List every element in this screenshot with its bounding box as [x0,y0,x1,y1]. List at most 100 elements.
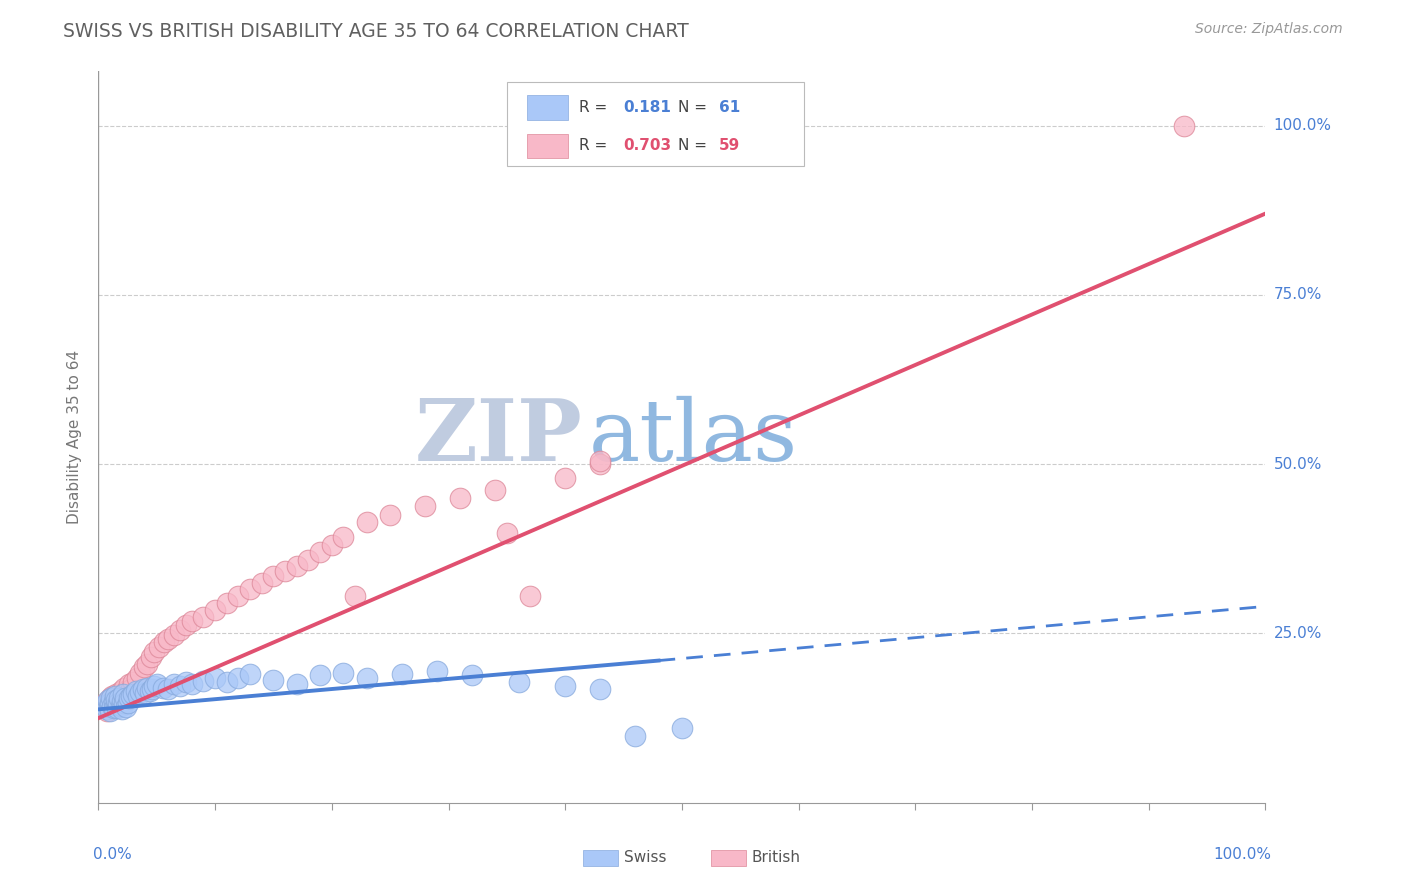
Point [136,681,159,695]
Text: N =: N = [679,138,713,153]
Point [104,693,127,707]
Point [120,681,142,696]
Point [101,698,124,713]
Point [193,609,215,624]
Text: 0.703: 0.703 [624,138,672,153]
Point [114,690,136,705]
Point [125,671,148,685]
Point [104,699,127,714]
Point [94,696,117,710]
Text: British: British [752,850,801,865]
Text: 59: 59 [720,138,741,153]
Point [104,689,127,703]
Point [309,545,332,559]
Point [129,665,152,680]
Point [391,667,413,681]
Text: 100.0%: 100.0% [1213,847,1271,862]
Point [262,673,284,687]
Text: N =: N = [679,100,713,115]
Point [519,589,541,603]
Point [143,645,166,659]
Point [426,664,449,678]
Point [356,671,378,685]
Point [239,582,262,597]
Point [101,689,124,703]
Point [132,660,155,674]
Point [204,671,226,685]
Point [285,558,308,573]
Point [96,702,118,716]
Point [152,681,174,695]
Y-axis label: Disability Age 35 to 64: Disability Age 35 to 64 [67,350,83,524]
Point [105,693,128,707]
Point [141,681,163,696]
Point [103,701,125,715]
Point [508,675,530,690]
Point [98,705,121,719]
Point [163,628,186,642]
Point [129,685,152,699]
Point [228,589,250,603]
Point [118,690,141,705]
Text: 50.0%: 50.0% [1274,457,1322,472]
Point [169,623,191,637]
Point [125,684,148,698]
Point [589,454,612,468]
Point [174,675,197,690]
Text: ZIP: ZIP [415,395,582,479]
Point [115,684,138,698]
Point [152,634,174,648]
Point [169,679,191,693]
Point [111,702,134,716]
Point [554,471,576,485]
Point [132,681,155,696]
Point [110,684,132,698]
Point [180,615,202,629]
Point [107,689,129,703]
Point [103,696,125,710]
Text: 100.0%: 100.0% [1274,118,1331,133]
Point [274,564,297,578]
Point [671,721,693,735]
Point [163,677,186,691]
Point [139,684,162,698]
Point [449,491,471,505]
Point [250,575,273,590]
Point [97,694,120,708]
Point [143,679,166,693]
Point [112,681,135,695]
Point [122,675,145,690]
Point [239,667,262,681]
Point [127,689,149,703]
Point [380,508,402,522]
Point [98,696,121,710]
Point [97,699,120,714]
Point [180,677,202,691]
Text: 0.0%: 0.0% [93,847,131,862]
Point [332,530,354,544]
Point [111,694,134,708]
Point [108,696,131,710]
Point [624,730,647,744]
FancyBboxPatch shape [508,82,804,167]
Point [321,538,343,552]
Text: 75.0%: 75.0% [1274,287,1322,302]
Text: 25.0%: 25.0% [1274,626,1322,641]
Point [104,688,127,702]
Point [110,698,132,713]
Point [484,483,506,497]
Point [111,690,134,705]
Point [589,681,612,696]
Point [356,515,378,529]
Point [139,650,162,665]
Point [100,698,122,712]
Point [111,688,134,702]
Point [332,665,354,680]
Point [344,589,367,603]
Point [262,569,284,583]
Point [136,657,159,671]
Point [104,698,127,712]
Point [496,526,519,541]
Point [93,698,115,712]
Point [97,699,120,714]
